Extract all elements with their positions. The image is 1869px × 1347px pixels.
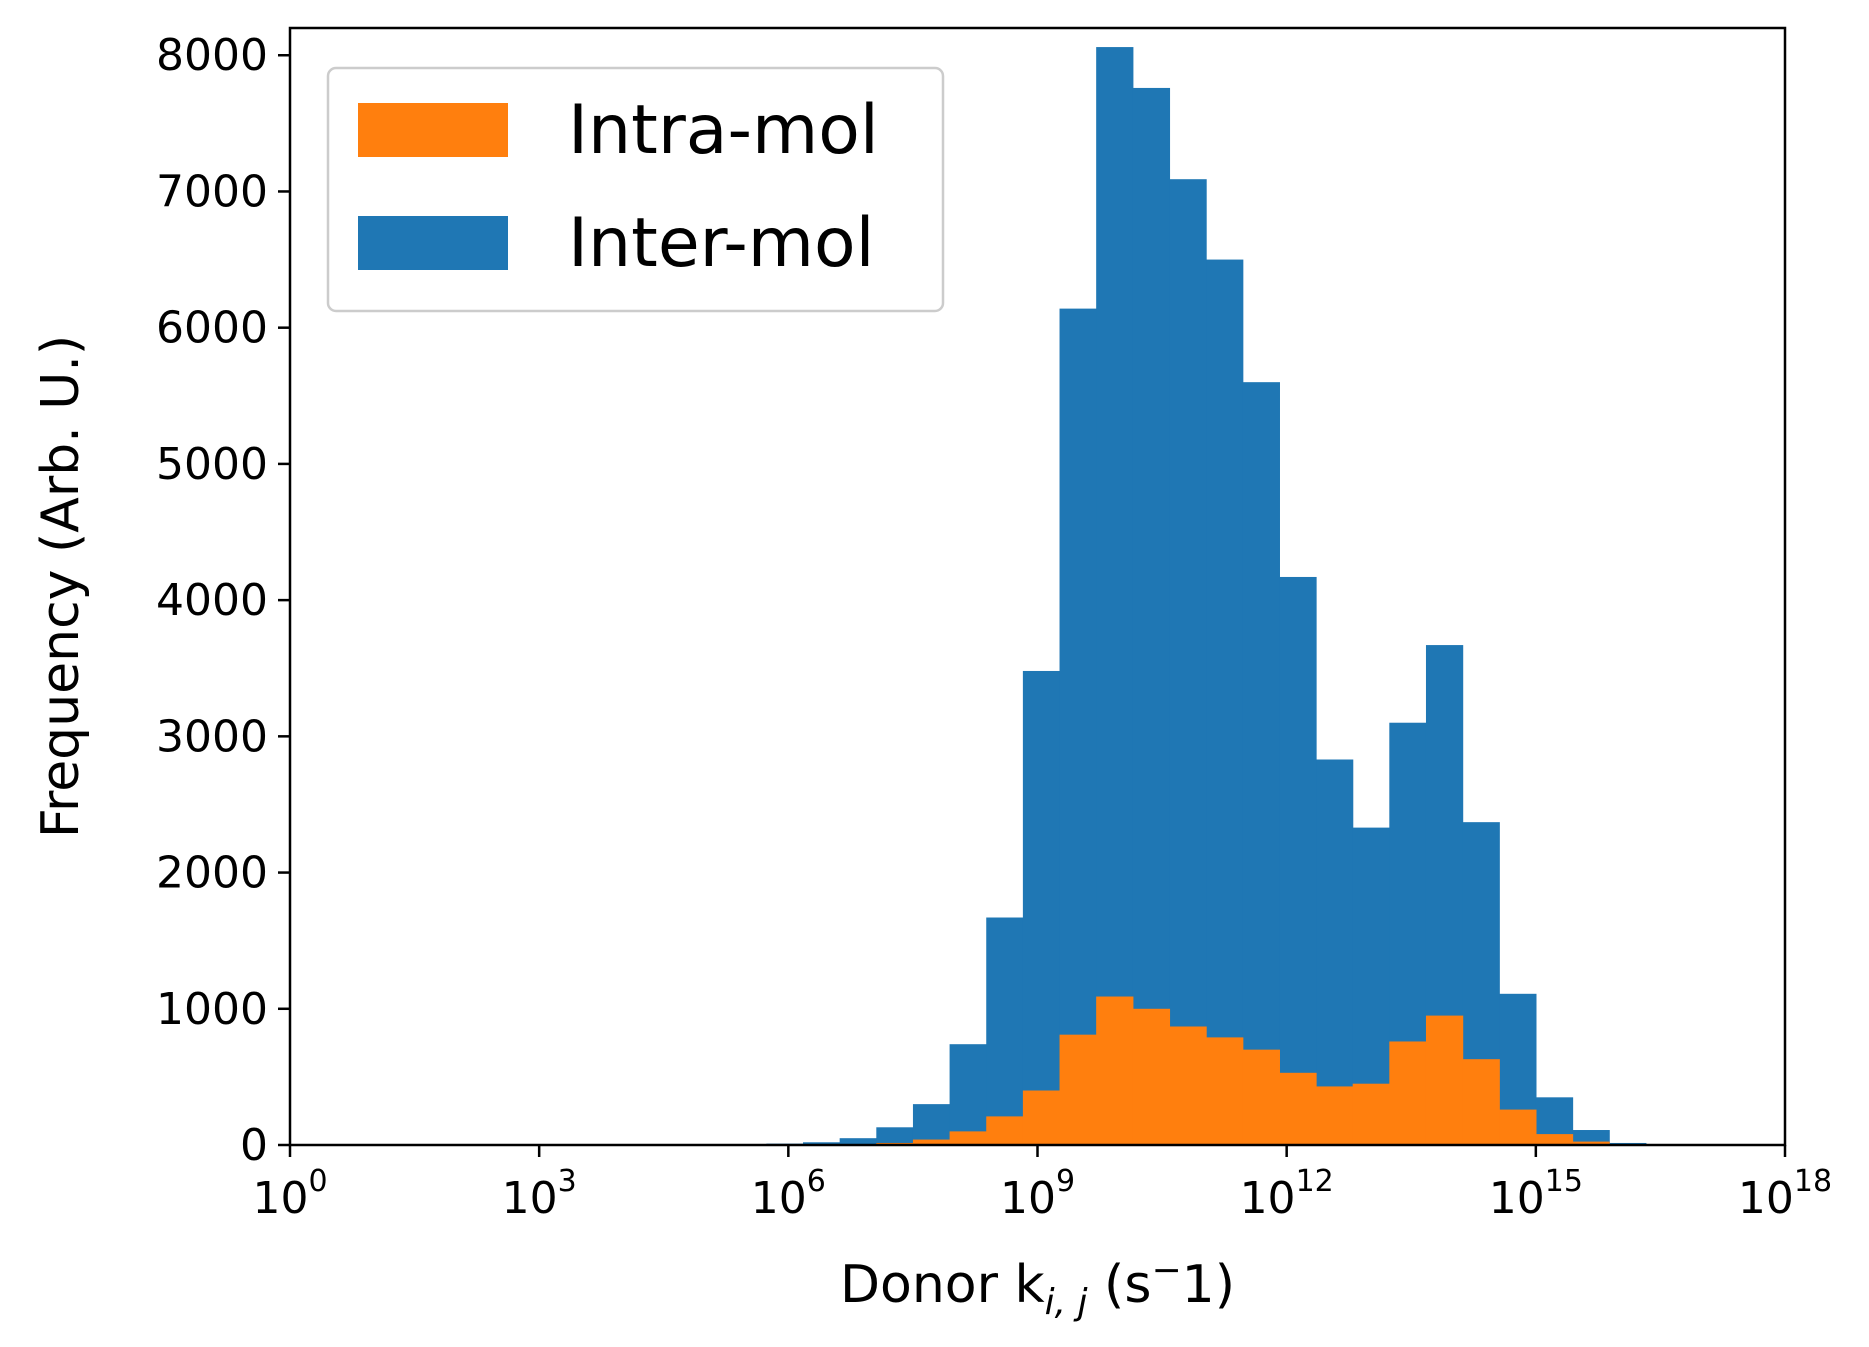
inter-mol-bar — [1096, 47, 1134, 1146]
x-axis-label-end: 1) — [1182, 1255, 1235, 1315]
inter-mol-bar — [1132, 87, 1171, 1146]
intra-mol-bar — [912, 1139, 951, 1145]
x-tick-label: 1012 — [1240, 1164, 1334, 1224]
y-tick-label: 8000 — [156, 30, 268, 81]
x-tick-label: 100 — [252, 1164, 327, 1224]
intra-mol-bar — [949, 1131, 987, 1145]
intra-mol-bar — [1169, 1026, 1207, 1145]
intra-mol-bar — [1425, 1015, 1464, 1145]
y-tick-label: 2000 — [156, 848, 268, 899]
inter-mol-bar — [949, 1044, 987, 1145]
x-tick-label: 106 — [751, 1164, 826, 1224]
legend-label-intra-mol: Intra-mol — [568, 91, 879, 170]
intra-mol-bar — [1389, 1041, 1427, 1145]
y-axis-ticks: 0 1000 2000 3000 4000 5000 6000 7000 8000 — [156, 30, 290, 1171]
intra-mol-bar — [986, 1116, 1024, 1145]
y-tick-label: 7000 — [156, 166, 268, 217]
x-tick-label: 1018 — [1738, 1164, 1832, 1224]
legend-swatch-intra-mol — [358, 103, 508, 157]
legend: Intra-mol Inter-mol — [326, 66, 945, 313]
inter-mol-bar — [912, 1104, 951, 1145]
intra-mol-bar — [1096, 996, 1134, 1145]
intra-mol-bar — [1535, 1134, 1574, 1145]
intra-mol-bar — [1352, 1083, 1390, 1145]
inter-mol-bar — [986, 917, 1024, 1145]
x-axis-ticks: 100 103 106 109 1012 1015 1018 — [252, 1145, 1832, 1224]
legend-label-inter-mol: Inter-mol — [568, 204, 875, 283]
intra-mol-bars — [839, 996, 1610, 1145]
x-tick-label: 1015 — [1489, 1164, 1583, 1224]
inter-mol-bar — [1279, 576, 1317, 1145]
intra-mol-bar — [1132, 1008, 1171, 1145]
inter-mol-bar — [1059, 308, 1097, 1145]
inter-mol-bar — [1242, 382, 1280, 1145]
intra-mol-bar — [1499, 1109, 1537, 1145]
intra-mol-bar — [1242, 1049, 1280, 1145]
y-tick-label: 6000 — [156, 303, 268, 354]
intra-mol-bar — [1572, 1141, 1610, 1145]
inter-mol-bar — [803, 1142, 841, 1145]
inter-mol-bar — [839, 1138, 877, 1145]
intra-mol-bar — [1059, 1034, 1097, 1145]
intra-mol-bar — [1279, 1072, 1317, 1145]
x-tick-label: 109 — [1000, 1164, 1075, 1224]
x-axis-label-sup: − — [1151, 1250, 1181, 1291]
y-tick-label: 3000 — [156, 711, 268, 762]
x-axis-label-main: Donor k — [840, 1255, 1045, 1315]
x-axis-label-sub: i, j — [1045, 1282, 1088, 1323]
intra-mol-bar — [1462, 1059, 1500, 1145]
inter-mol-bar — [1316, 759, 1354, 1145]
inter-mol-bar — [1572, 1130, 1610, 1145]
y-tick-label: 5000 — [156, 439, 268, 490]
inter-mol-bar — [1206, 259, 1244, 1145]
y-tick-label: 1000 — [156, 984, 268, 1035]
inter-mol-bar — [1022, 670, 1061, 1145]
y-tick-label: 0 — [240, 1120, 268, 1171]
intra-mol-bar — [1022, 1090, 1061, 1145]
x-tick-label: 103 — [502, 1164, 577, 1224]
intra-mol-bar — [1206, 1037, 1244, 1145]
y-tick-label: 4000 — [156, 575, 268, 626]
inter-mol-bars — [766, 47, 1684, 1146]
y-axis-label: Frequency (Arb. U.) — [31, 335, 91, 838]
inter-mol-bar — [1169, 179, 1207, 1145]
legend-swatch-inter-mol — [358, 216, 508, 270]
intra-mol-bar — [1316, 1086, 1354, 1145]
x-axis-label: Donor ki, j (s−1) — [840, 1250, 1235, 1323]
inter-mol-bar — [876, 1127, 914, 1145]
x-axis-label-tail: (s — [1088, 1255, 1152, 1315]
